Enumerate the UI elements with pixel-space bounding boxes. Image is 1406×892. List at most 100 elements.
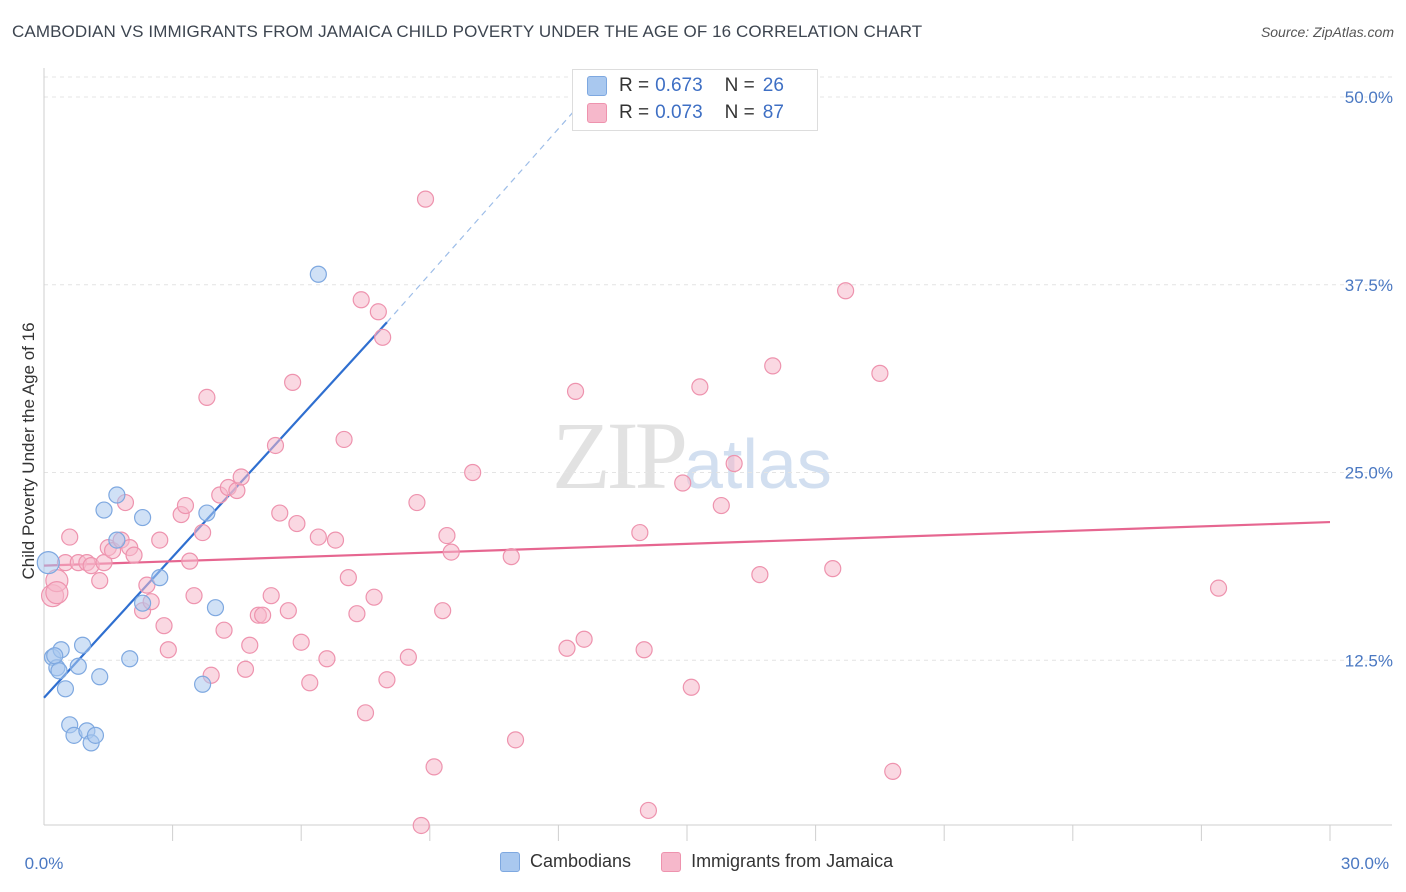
legend-row-jamaica: R = 0.073 N = 87 [587, 101, 784, 125]
series-legend-cambodians: Cambodians [500, 851, 631, 872]
legend-n-label: N = [724, 102, 755, 123]
jamaica-point [712, 496, 730, 515]
series-label-jamaica: Immigrants from Jamaica [691, 851, 894, 871]
cambodian-point [151, 569, 169, 587]
jamaica-point [125, 546, 143, 564]
x-tick-label-max: 30.0% [1341, 854, 1389, 873]
jamaica-point [639, 801, 658, 820]
jamaica-point [138, 576, 156, 594]
x-tick-label-min: 0.0% [25, 854, 64, 873]
jamaica-point [506, 731, 525, 749]
jamaica-point [309, 528, 327, 546]
cambodian-point [206, 599, 225, 617]
series-legend-jamaica: Immigrants from Jamaica [661, 851, 893, 872]
series-label-cambodians: Cambodians [530, 851, 632, 871]
jamaica-point [254, 606, 272, 624]
jamaica-point [181, 552, 199, 570]
jamaica-point [369, 303, 387, 321]
grid-layer [44, 76, 1392, 661]
y-tick-label: 37.5% [1345, 276, 1393, 295]
jamaica-point [236, 660, 255, 678]
correlation-legend: R = 0.673 N = 26 R = 0.073 N = 87 [572, 69, 818, 131]
legend-swatch-jamaica [587, 103, 607, 123]
cambodian-point [198, 504, 216, 522]
jamaica-point [631, 523, 649, 542]
cambodian-point [194, 675, 212, 693]
y-tick-label: 50.0% [1345, 88, 1393, 107]
cambodian-point [46, 647, 64, 665]
jamaica-point [412, 816, 430, 835]
chart-source: Source: ZipAtlas.com [1260, 24, 1394, 40]
jamaica-point [502, 548, 520, 566]
jamaica-point [284, 373, 302, 391]
jamaica-point [764, 357, 782, 375]
jamaica-point [266, 436, 285, 455]
jamaica-point [91, 572, 109, 590]
jamaica-point [884, 762, 902, 780]
cambodian-point [50, 662, 68, 680]
jamaica-point [425, 758, 443, 776]
jamaica-point [61, 528, 79, 546]
trend-layer [43, 104, 1331, 699]
jamaica-point [348, 605, 366, 623]
jamaica-point [176, 496, 195, 515]
series-legend: Cambodians Immigrants from Jamaica [500, 851, 923, 872]
axis-layer [43, 68, 1392, 841]
jamaica-point [751, 566, 769, 584]
jamaica-point [434, 602, 452, 620]
jamaica-point [155, 617, 173, 635]
jamaica-point [378, 671, 396, 689]
jamaica-point [408, 493, 426, 512]
jamaica-point [374, 328, 392, 346]
jamaica-point [151, 531, 169, 549]
cambodian-trendline-extension [386, 104, 581, 323]
cambodian-point [133, 508, 152, 527]
jamaica-point [575, 630, 593, 648]
jamaica-point [1209, 579, 1228, 597]
jamaica-point [241, 636, 259, 654]
jamaica-point [682, 678, 700, 696]
y-axis-label: Child Poverty Under the Age of 16 [19, 322, 38, 579]
jamaica-point [365, 588, 383, 606]
jamaica-point [326, 531, 345, 549]
watermark-atlas: atlas [684, 425, 832, 503]
cambodian-point [121, 650, 139, 668]
legend-r-label: R = [619, 75, 650, 96]
jamaica-point [194, 523, 212, 542]
series-swatch-jamaica [661, 851, 682, 872]
jamaica-point [301, 674, 319, 692]
legend-r-label: R = [619, 102, 650, 123]
legend-r-value: 0.673 [655, 75, 703, 96]
watermark-zip: ZIP [552, 402, 688, 509]
jamaica-point [198, 388, 216, 406]
cambodian-point [108, 531, 126, 549]
jamaica-point [725, 454, 743, 473]
jamaica-point [185, 587, 203, 605]
cambodian-point [56, 680, 75, 698]
legend-n-value: 26 [762, 75, 784, 96]
y-tick-label: 12.5% [1345, 651, 1393, 670]
jamaica-point [292, 633, 310, 651]
jamaica-point [464, 463, 482, 482]
jamaica-point [232, 468, 250, 486]
legend-row-cambodians: R = 0.673 N = 26 [587, 74, 784, 98]
cambodian-point [91, 668, 109, 686]
cambodian-point [108, 486, 126, 504]
series-swatch-cambodians [500, 851, 520, 872]
jamaica-point [691, 378, 709, 396]
legend-swatch-cambodians [587, 76, 607, 96]
jamaica-point [318, 650, 336, 668]
jamaica-point [558, 639, 576, 657]
jamaica-point [871, 364, 889, 382]
jamaica-point [262, 587, 280, 605]
jamaica-point [399, 648, 417, 666]
chart-title: CAMBODIAN VS IMMIGRANTS FROM JAMAICA CHI… [12, 22, 923, 41]
cambodian-point [86, 726, 105, 744]
cambodian-trendline [43, 321, 388, 699]
jamaica-point [159, 641, 177, 659]
jamaica-point [288, 514, 306, 533]
jamaica-point [215, 621, 233, 639]
jamaica-point [837, 282, 855, 300]
cambodian-point [309, 265, 327, 283]
